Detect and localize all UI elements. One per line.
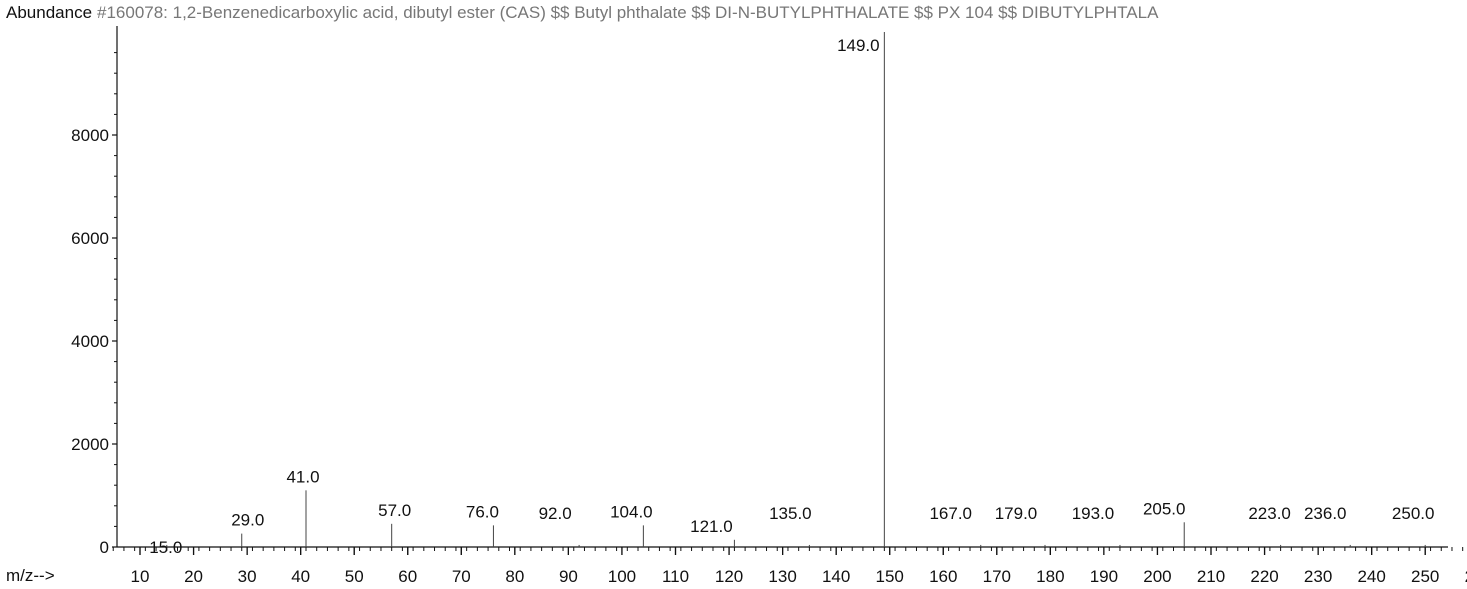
peak-label: 57.0: [378, 501, 411, 520]
peak-label: 205.0: [1143, 499, 1186, 518]
x-tick-label: 260: [1465, 567, 1467, 586]
x-tick-label: 60: [398, 567, 417, 586]
x-tick-label: 10: [131, 567, 150, 586]
x-tick-label: 190: [1090, 567, 1118, 586]
x-tick-label: 90: [559, 567, 578, 586]
x-tick-label: 100: [608, 567, 636, 586]
y-tick-label: 4000: [71, 332, 109, 351]
peak-label: 121.0: [690, 517, 733, 536]
peak-label: 135.0: [769, 504, 812, 523]
y-tick-label: 2000: [71, 435, 109, 454]
x-tick-label: 250: [1411, 567, 1439, 586]
x-tick-label: 140: [822, 567, 850, 586]
y-tick-label: 8000: [71, 126, 109, 145]
x-tick-label: 230: [1304, 567, 1332, 586]
peak-label: 167.0: [929, 504, 972, 523]
x-tick-label: 70: [452, 567, 471, 586]
x-tick-label: 30: [238, 567, 257, 586]
x-tick-label: 180: [1036, 567, 1064, 586]
peak-label: 104.0: [610, 502, 653, 521]
peak-label: 41.0: [286, 467, 319, 486]
y-tick-label: 0: [100, 538, 109, 557]
peak-label: 236.0: [1304, 504, 1347, 523]
y-axis-ticks: 0 2000 4000 6000 8000: [71, 52, 117, 557]
chart-title: #160078: 1,2-Benzenedicarboxylic acid, d…: [97, 3, 1159, 22]
peak-label: 223.0: [1248, 504, 1291, 523]
x-tick-label: 160: [929, 567, 957, 586]
peak-label: 250.0: [1392, 504, 1435, 523]
x-tick-label: 220: [1250, 567, 1278, 586]
x-tick-label: 240: [1357, 567, 1385, 586]
x-axis-label: m/z-->: [6, 566, 55, 585]
spectrum-peaks: 15.0 29.0 41.0 57.0 76.0 92.0 104.0 121.0 135.0 1…: [149, 32, 1435, 557]
y-axis-label: Abundance: [6, 3, 92, 22]
peak-label: 29.0: [231, 511, 264, 530]
x-tick-label: 170: [983, 567, 1011, 586]
peak-label: 15.0: [149, 538, 182, 557]
x-tick-label: 200: [1143, 567, 1171, 586]
x-tick-label: 80: [505, 567, 524, 586]
x-tick-label: 40: [291, 567, 310, 586]
x-tick-label: 120: [715, 567, 743, 586]
peak-label: 179.0: [995, 504, 1038, 523]
y-tick-label: 6000: [71, 229, 109, 248]
x-axis-ticks: 10 20 30 40 50 60 70 80 90 100 110 120 130 140 150 160 1…: [112, 547, 1467, 586]
peak-label: 92.0: [539, 504, 572, 523]
x-tick-label: 150: [876, 567, 904, 586]
peak-label: 149.0: [837, 36, 880, 55]
peak-label: 76.0: [466, 502, 499, 521]
x-tick-label: 130: [768, 567, 796, 586]
peak-label: 193.0: [1072, 504, 1115, 523]
x-tick-label: 210: [1197, 567, 1225, 586]
x-tick-label: 50: [345, 567, 364, 586]
x-tick-label: 110: [662, 567, 689, 586]
x-tick-label: 20: [184, 567, 203, 586]
